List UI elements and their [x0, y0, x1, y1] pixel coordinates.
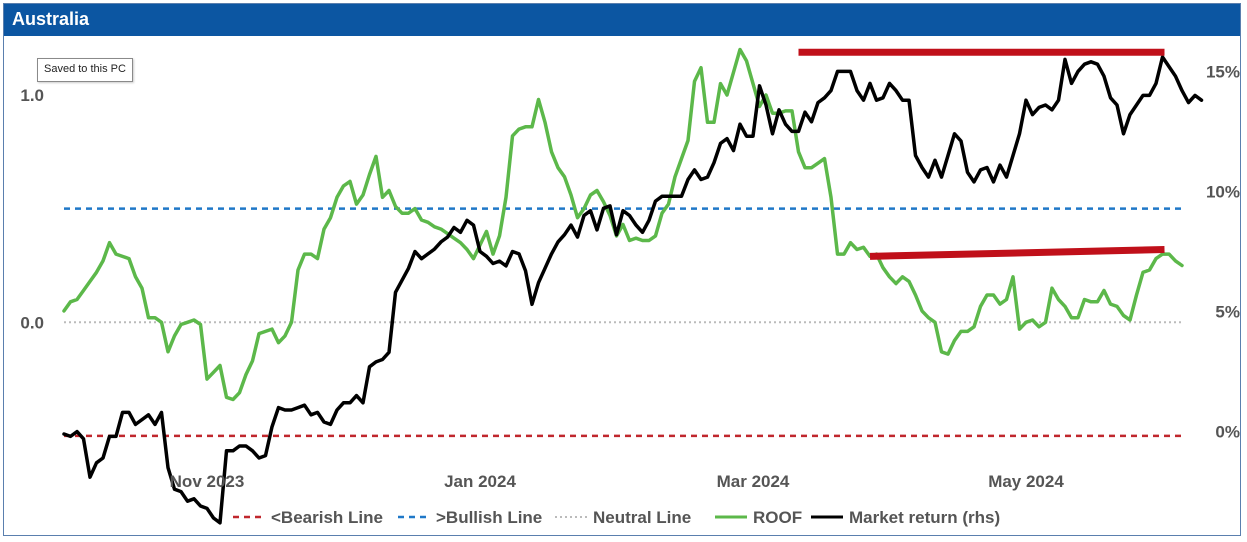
roof-resistance-line: [869, 246, 1165, 260]
y-right-tick-label: 0%: [1215, 423, 1240, 442]
y-left-tick-label: 0.0: [20, 313, 44, 332]
y-right-tick-label: 5%: [1215, 303, 1240, 322]
legend-bullish-label: >Bullish Line: [436, 508, 542, 527]
y-left-tick-label: 1.0: [20, 86, 44, 105]
legend-bearish-label: <Bearish Line: [271, 508, 383, 527]
x-tick-label: Jan 2024: [444, 472, 516, 491]
roof-line: [62, 47, 1184, 402]
saved-tooltip: Saved to this PC: [37, 58, 133, 82]
title-bar: Australia: [4, 4, 1240, 36]
chart-title: Australia: [12, 9, 90, 29]
y-right-tick-label: 10%: [1206, 182, 1240, 201]
legend-market-label: Market return (rhs): [849, 508, 1000, 527]
legend-roof-label: ROOF: [753, 508, 802, 527]
chart-panel: Australia: [3, 3, 1241, 536]
y-right-tick-label: 15%: [1206, 62, 1240, 81]
x-tick-label: May 2024: [988, 472, 1064, 491]
x-tick-label: Nov 2023: [170, 472, 245, 491]
x-tick-label: Mar 2024: [717, 472, 790, 491]
market-return-line: [62, 55, 1204, 525]
legend-neutral-label: Neutral Line: [593, 508, 691, 527]
